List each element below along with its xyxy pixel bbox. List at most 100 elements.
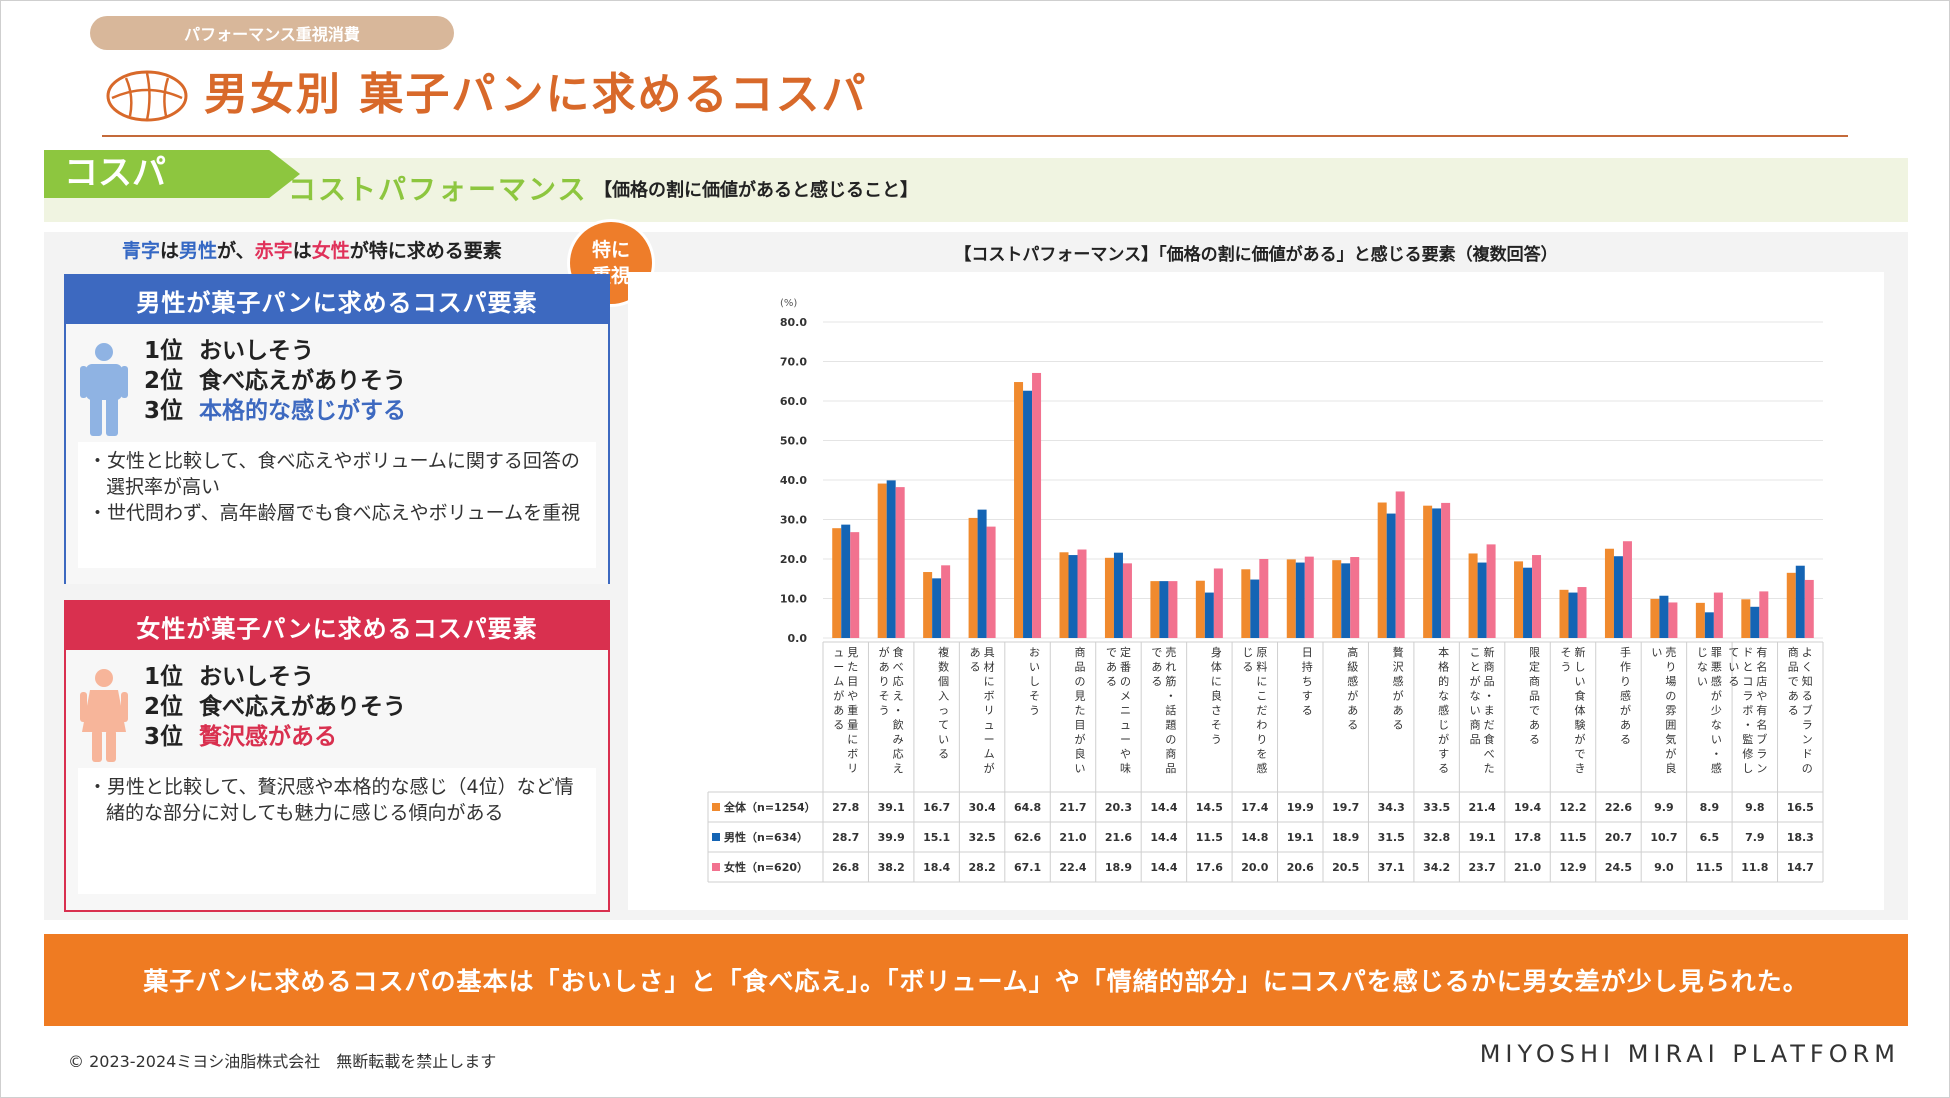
category-label: 品 [1788,661,1799,674]
data-label: 9.8 [1745,801,1765,814]
data-label: 34.2 [1423,861,1450,874]
cospa-label: コスパ [44,150,300,198]
category-label: た [1075,704,1086,717]
data-label: 20.3 [1105,801,1132,814]
category-label: と [1470,661,1481,674]
data-label: 11.5 [1196,831,1223,844]
title-divider [102,135,1848,137]
category-label: き [1575,762,1586,775]
category-label: す [1302,690,1313,703]
category-label: う [1211,733,1222,746]
category-label: 見 [1075,690,1086,703]
conclusion-banner: 菓子パンに求めるコスパの基本は「おいしさ」と「食べ応え」。「ボリューム」や「情緒… [44,934,1908,1026]
category-label: 新 [1575,645,1586,659]
bar [1068,555,1078,638]
category-label: 的 [1438,674,1449,688]
data-label: 28.2 [969,861,996,874]
category-label: の [1665,690,1676,703]
category-label: す [1438,748,1449,761]
data-label: 31.5 [1378,831,1405,844]
category-label: て [938,719,949,732]
category-label: る [1802,690,1813,703]
bar [1250,579,1260,638]
series-label: 全体（n=1254） [723,800,816,814]
data-label: 64.8 [1014,801,1041,814]
data-label: 27.8 [832,801,859,814]
category-label: だ [1484,719,1495,732]
category-label: ブ [1756,732,1767,746]
data-label: 19.1 [1287,831,1314,844]
category-label: あ [1347,704,1358,717]
category-label: ボ [847,748,858,761]
category-label: う [1561,661,1572,674]
bar [1204,592,1214,638]
bar [1613,556,1623,638]
category-label: 限 [1529,646,1540,659]
category-label: な [1697,661,1708,674]
legend-swatch [712,863,720,871]
category-label: リ [847,762,858,775]
bar [1514,561,1524,638]
category-label: に [847,733,858,746]
data-label: 10.7 [1650,831,1677,844]
category-label: 量 [847,719,858,732]
category-label: 感 [1711,762,1722,775]
category-label: の [1165,733,1176,746]
category-label: い [1697,675,1708,688]
bar [1650,598,1660,638]
bar [1759,591,1769,638]
category-label: 商 [1529,674,1540,688]
melon-pan-icon [106,70,188,122]
category-label: と [1742,661,1753,674]
bar [1259,559,1269,638]
series-label: 女性（n=620） [724,860,808,874]
y-tick-label: 50.0 [780,435,807,448]
category-label: の [1075,675,1086,688]
category-label: 作 [1620,661,1631,674]
data-label: 6.5 [1700,831,1720,844]
category-label: ま [1484,704,1495,717]
category-label: の [1120,675,1131,688]
category-label: コ [1742,675,1753,688]
category-label: 品 [1075,661,1086,674]
bar [1704,612,1714,638]
bar [1532,555,1542,638]
bar [1104,557,1114,638]
category-label: あ [1529,719,1540,732]
female-rank-list: 1位 おいしそう 2位 食べ応えがありそう 3位 贅沢感がある [144,662,406,752]
male-rank-list: 1位 おいしそう 2位 食べ応えがありそう 3位 本格的な感じがする [144,336,406,426]
category-label: 知 [1802,674,1813,688]
data-label: 33.5 [1423,801,1450,814]
data-label: 32.8 [1423,831,1450,844]
y-tick-label: 40.0 [780,474,807,487]
rank-item: 1位 おいしそう [144,664,315,690]
bar [1468,553,1478,638]
bar [850,532,860,638]
bar [1695,602,1705,638]
category-label: 悪 [1711,661,1722,674]
bar [1568,592,1578,638]
chart-title: 【コストパフォーマンス】「価格の割に価値がある」と感じる要素（複数回答） [954,245,1558,265]
data-label: 30.4 [969,801,996,814]
category-label: 験 [1575,718,1586,732]
category-label: い [1651,646,1662,659]
brand-name: MIYOSHI MIRAI PLATFORM [1479,1040,1900,1068]
category-label: 感 [1438,704,1449,717]
data-label: 14.7 [1787,861,1814,874]
category-label: 商 [1470,718,1481,732]
category-label: ド [1802,748,1813,761]
bar [1395,491,1405,638]
data-label: 37.1 [1378,861,1405,874]
data-label: 9.0 [1654,861,1674,874]
category-label: 売 [1165,646,1176,659]
category-label: が [984,761,995,775]
data-label: 18.9 [1105,861,1132,874]
category-label: 感 [1711,675,1722,688]
category-label: 場 [1665,675,1676,688]
category-label: る [1620,733,1631,746]
category-label: 感 [1347,675,1358,688]
bar [1332,560,1342,638]
y-tick-label: 10.0 [780,593,807,606]
category-label: た [1484,762,1495,775]
category-label: 重 [847,703,858,717]
